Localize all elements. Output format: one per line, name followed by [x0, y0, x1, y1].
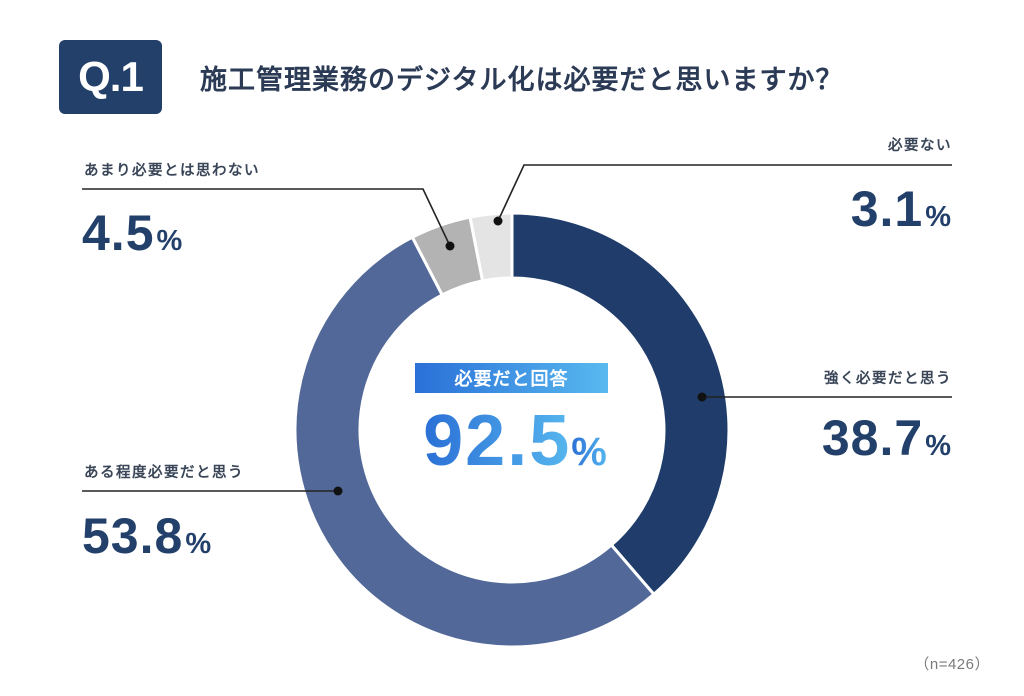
center-badge: 必要だと回答	[415, 363, 608, 393]
label-somewhat: ある程度必要だと思う	[84, 465, 244, 481]
leader-dot-not-really	[445, 241, 455, 251]
leader-line-not-really	[82, 188, 451, 247]
leader-dot-somewhat	[333, 486, 343, 496]
leader-line-not-needed	[497, 164, 952, 222]
leader-dots	[333, 216, 707, 496]
question-title: 施工管理業務のデジタル化は必要だと思いますか？	[200, 65, 844, 96]
segment-somewhat	[293, 235, 656, 649]
center-total-value: 92.5%	[415, 405, 615, 477]
leader-lines	[82, 164, 952, 492]
question-number-badge: Q.1	[59, 40, 162, 114]
center-total-unit: %	[571, 430, 607, 474]
value-not-needed-number: 3.1	[850, 181, 924, 237]
segment-not-needed	[468, 211, 514, 283]
label-not-really: あまり必要とは思わない	[84, 163, 260, 179]
value-not-needed-unit: %	[925, 201, 952, 233]
value-not-really: 4.5%	[82, 208, 183, 258]
leader-dot-not-needed	[493, 216, 503, 226]
value-strongly: 38.7%	[822, 413, 952, 463]
donut-segments	[293, 211, 731, 649]
value-not-needed: 3.1%	[851, 184, 952, 234]
value-strongly-number: 38.7	[821, 410, 924, 466]
label-not-needed: 必要ない	[888, 138, 952, 154]
label-strongly: 強く必要だと思う	[824, 371, 952, 387]
value-not-really-unit: %	[156, 225, 184, 257]
value-somewhat: 53.8%	[82, 511, 212, 561]
segment-strongly	[510, 211, 731, 597]
sample-size: （n=426）	[914, 656, 990, 673]
value-somewhat-unit: %	[185, 528, 213, 560]
leader-dot-strongly	[697, 392, 707, 402]
center-total-number: 92.5	[423, 401, 572, 481]
value-somewhat-number: 53.8	[82, 508, 184, 564]
value-not-really-number: 4.5	[82, 205, 155, 261]
value-strongly-unit: %	[925, 430, 952, 462]
